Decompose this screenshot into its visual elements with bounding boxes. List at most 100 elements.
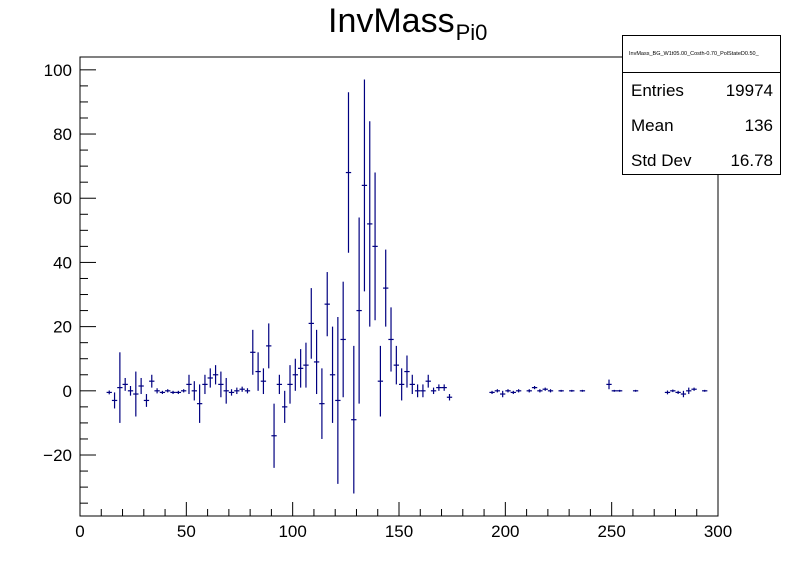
data-point	[106, 390, 112, 395]
chart-title: InvMass Pi0	[328, 2, 487, 45]
data-point	[133, 371, 139, 417]
data-point	[500, 390, 506, 398]
data-point	[611, 389, 617, 392]
data-point	[159, 390, 166, 395]
x-tick-label: 150	[385, 522, 413, 541]
data-point	[143, 394, 150, 407]
data-point	[399, 368, 405, 401]
data-point	[196, 384, 203, 423]
y-tick-label: 60	[53, 189, 72, 208]
data-point	[441, 384, 447, 391]
stats-stddev-value: 16.78	[730, 151, 773, 170]
data-point	[202, 374, 208, 395]
y-tick-label: −20	[43, 446, 72, 465]
data-point	[287, 365, 293, 404]
chart-title-main: InvMass	[328, 2, 455, 40]
data-point	[111, 392, 118, 409]
stats-stddev-row: Std Dev 16.78	[623, 143, 780, 178]
data-point	[329, 326, 336, 423]
data-point	[266, 323, 272, 369]
data-point	[616, 389, 623, 392]
stats-mean-value: 136	[744, 116, 773, 135]
stats-stddev-label: Std Dev	[631, 151, 692, 170]
data-point	[308, 288, 314, 359]
data-point	[569, 389, 575, 392]
data-point	[223, 377, 229, 404]
data-point	[420, 384, 426, 398]
data-point	[154, 388, 160, 394]
data-point	[207, 368, 213, 388]
x-tick-label: 250	[597, 522, 625, 541]
data-point	[340, 281, 346, 398]
data-point	[361, 79, 368, 292]
data-point	[260, 368, 267, 395]
data-point	[526, 389, 532, 393]
data-point	[324, 272, 330, 337]
x-tick-label: 50	[177, 522, 196, 541]
data-point	[510, 390, 516, 395]
stats-mean-label: Mean	[631, 116, 674, 135]
data-point	[244, 388, 251, 394]
data-point	[425, 374, 431, 388]
x-tick-label: 200	[491, 522, 519, 541]
data-point	[212, 365, 219, 385]
data-point	[542, 387, 548, 391]
data-point	[670, 389, 676, 393]
data-point	[686, 387, 692, 395]
data-point	[579, 389, 586, 392]
x-tick-label: 0	[75, 522, 84, 541]
data-point	[531, 386, 538, 390]
y-tick-label: 0	[63, 382, 72, 401]
y-tick-label: 100	[44, 61, 72, 80]
data-point	[292, 358, 298, 391]
data-point	[218, 371, 224, 398]
data-point	[186, 374, 192, 395]
data-point	[675, 390, 681, 395]
data-points	[106, 79, 708, 494]
data-point	[680, 390, 687, 398]
data-point	[446, 394, 453, 401]
data-point	[404, 355, 410, 388]
data-point	[149, 374, 155, 388]
data-point	[335, 316, 341, 484]
data-point	[319, 368, 325, 439]
data-point	[127, 386, 134, 396]
data-point	[234, 387, 240, 395]
x-tick-label: 100	[278, 522, 306, 541]
data-point	[303, 342, 309, 388]
data-point	[345, 92, 352, 253]
data-point	[558, 389, 564, 392]
data-point	[175, 390, 182, 395]
data-point	[393, 345, 399, 385]
data-point	[430, 387, 437, 395]
data-point	[122, 377, 128, 391]
data-point	[313, 329, 320, 395]
data-point	[377, 345, 384, 417]
chart-title-subscript: Pi0	[456, 20, 488, 45]
data-point	[181, 389, 187, 393]
data-point	[691, 387, 697, 391]
data-point	[537, 389, 543, 393]
data-point	[436, 384, 442, 391]
data-point	[505, 389, 511, 393]
data-point	[282, 390, 288, 423]
data-point	[606, 379, 612, 390]
data-point	[409, 374, 415, 395]
data-point	[351, 345, 357, 494]
data-point	[165, 389, 171, 393]
y-tick-label: 40	[53, 253, 72, 272]
data-point	[489, 390, 495, 395]
data-point	[255, 352, 261, 391]
data-point	[239, 386, 245, 392]
data-point	[494, 389, 501, 393]
stats-box: InvMass_BG_W1t05.00_Costh-0.70_PolStateD…	[622, 35, 781, 175]
data-point	[414, 384, 421, 398]
y-tick-label: 20	[53, 318, 72, 337]
data-point	[170, 390, 176, 395]
stats-entries-value: 19974	[725, 81, 773, 100]
data-point	[515, 389, 522, 393]
data-point	[228, 389, 235, 396]
data-point	[276, 374, 283, 395]
data-point	[271, 403, 277, 468]
